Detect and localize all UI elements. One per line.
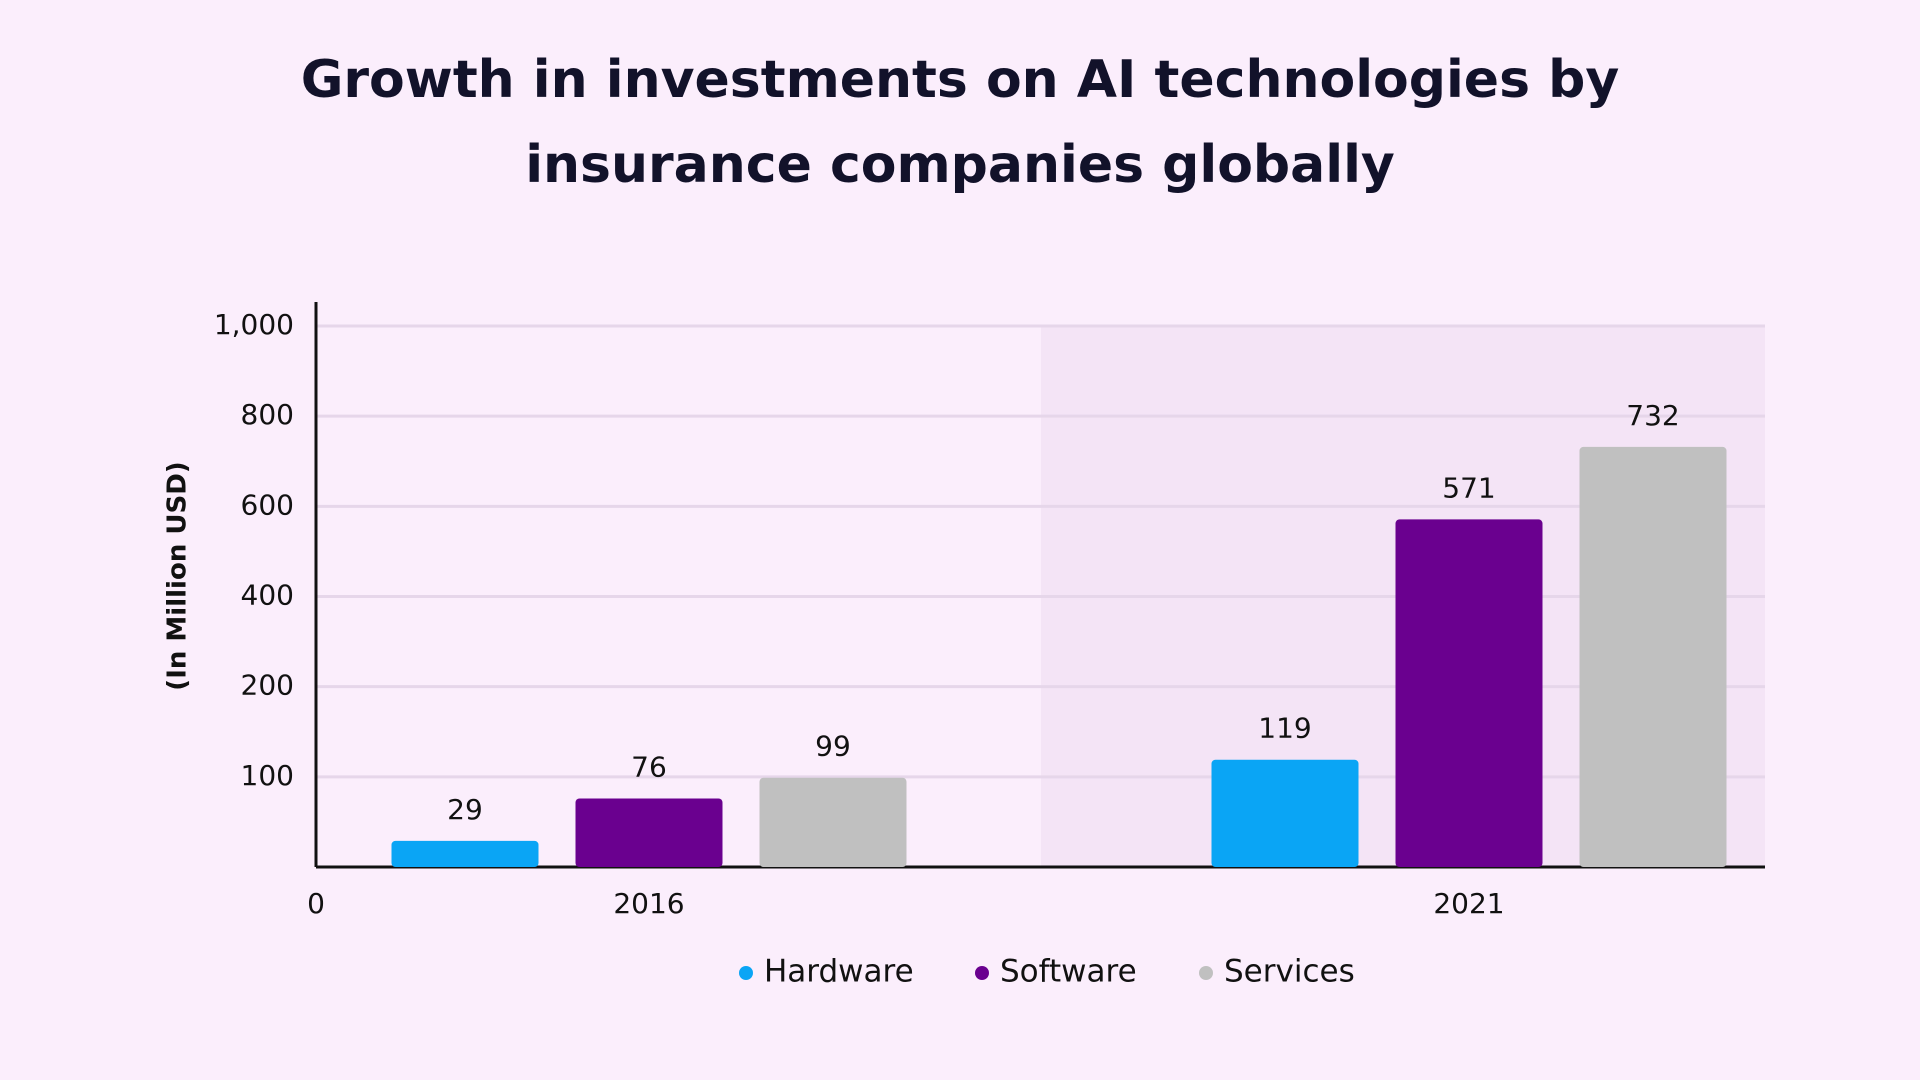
value-label: 76: [631, 750, 667, 783]
y-tick-label: 800: [241, 398, 294, 431]
value-label: 119: [1258, 712, 1311, 745]
y-tick-label: 100: [241, 759, 294, 792]
value-label: 29: [447, 793, 483, 826]
value-label: 99: [815, 730, 851, 763]
x-tick-label: 2021: [1433, 887, 1504, 920]
y-tick-label: 1,000: [214, 308, 294, 341]
legend-label: Hardware: [764, 954, 914, 990]
bar: [575, 798, 723, 867]
bar: [759, 777, 907, 867]
legend-marker: [975, 966, 989, 980]
bar: [1395, 519, 1543, 867]
legend-label: Services: [1224, 954, 1355, 990]
bar: [1579, 446, 1727, 867]
legend-marker: [1199, 966, 1213, 980]
y-tick-label: 200: [241, 669, 294, 702]
legend-label: Software: [1000, 954, 1137, 990]
chart-title: insurance companies globally: [525, 135, 1395, 195]
x-tick-label: 2016: [613, 887, 684, 920]
bar: [1211, 759, 1359, 867]
chart-title: Growth in investments on AI technologies…: [301, 50, 1620, 110]
y-tick-label: 400: [241, 579, 294, 612]
legend-marker: [739, 966, 753, 980]
value-label: 571: [1442, 471, 1495, 504]
value-label: 732: [1626, 399, 1679, 432]
y-tick-label: 0: [307, 887, 325, 920]
y-axis-label: (In Million USD): [163, 461, 193, 690]
y-tick-label: 600: [241, 488, 294, 521]
bar: [391, 840, 539, 867]
